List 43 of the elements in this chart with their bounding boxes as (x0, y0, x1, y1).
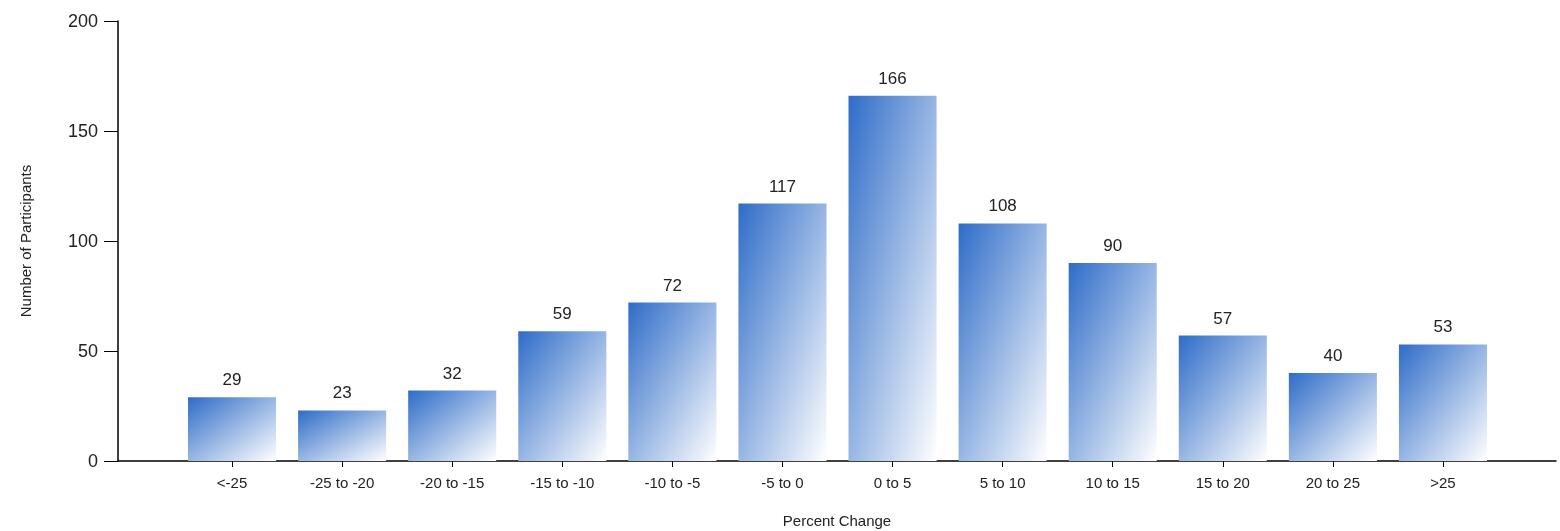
y-tick-label: 150 (67, 121, 98, 141)
x-tick-label: 5 to 10 (979, 474, 1026, 491)
x-axis-title: Percent Change (782, 512, 892, 529)
x-tick-label: -5 to 0 (761, 474, 804, 491)
y-axis-title: Number of Participants (17, 164, 34, 318)
data-label: 59 (552, 304, 572, 324)
data-label: 23 (332, 383, 352, 403)
bar (1068, 263, 1157, 461)
bar (518, 331, 607, 461)
y-tick-label: 50 (77, 341, 98, 361)
bar (408, 390, 497, 461)
bar (188, 397, 277, 461)
y-tick-label: 100 (67, 231, 98, 251)
data-label: 32 (442, 363, 462, 383)
data-label: 57 (1213, 308, 1233, 328)
bar (1398, 344, 1487, 461)
data-label: 40 (1323, 346, 1343, 365)
data-label: 90 (1103, 236, 1123, 255)
x-tick-label: -15 to -10 (530, 474, 595, 491)
data-label: 108 (988, 196, 1017, 216)
x-tick-label: -25 to -20 (310, 474, 375, 491)
bar (298, 410, 387, 461)
data-label: 29 (222, 370, 242, 390)
bar (958, 223, 1047, 461)
bar (628, 302, 717, 461)
x-tick-label: >25 (1430, 474, 1456, 491)
x-tick-label: -20 to -15 (420, 474, 485, 491)
bar (1178, 335, 1267, 461)
data-label: 53 (1433, 317, 1453, 337)
x-tick-label: 20 to 25 (1305, 474, 1360, 491)
data-label: 117 (768, 176, 797, 196)
x-tick-label: 15 to 20 (1195, 474, 1250, 491)
bar (738, 203, 827, 461)
y-tick-label: 200 (67, 11, 98, 31)
x-tick-label: 10 to 15 (1085, 474, 1140, 491)
x-tick-label: <-25 (216, 474, 248, 491)
x-tick-label: -10 to -5 (644, 474, 701, 491)
x-tick-label: 0 to 5 (873, 474, 912, 491)
bar (1288, 373, 1377, 461)
y-tick-label: 0 (87, 451, 98, 471)
bar (848, 95, 937, 461)
data-label: 166 (878, 68, 907, 88)
data-label: 72 (662, 275, 682, 295)
